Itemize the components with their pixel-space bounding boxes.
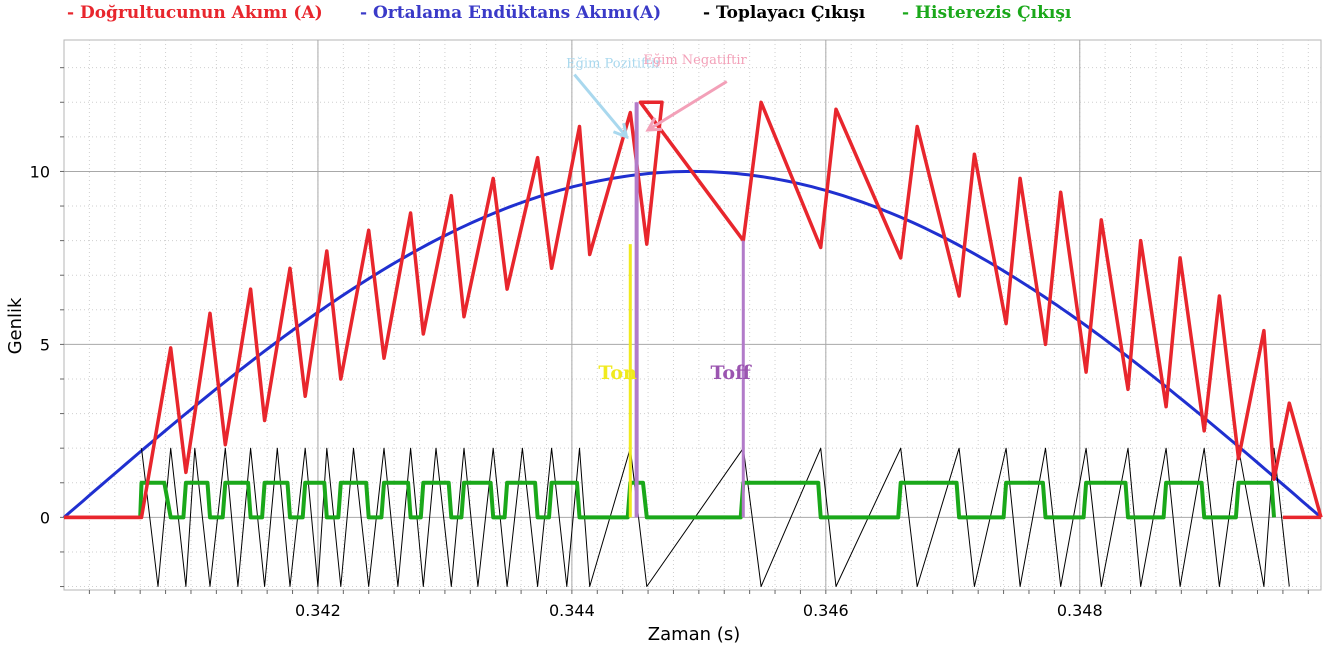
y-tick-label: 5: [40, 335, 50, 354]
y-axis-title: Genlik: [5, 297, 26, 354]
arrow-slope-positive-shaft: [573, 73, 628, 138]
label-slope-positive: Eğim Pozitiftir: [566, 57, 662, 72]
x-tick-label: 0.344: [549, 601, 595, 620]
label-ton: Ton: [598, 362, 637, 384]
y-tick-label: 10: [30, 162, 50, 181]
label-toff: Toff: [710, 362, 752, 384]
series-rectifier-current: [64, 100, 1323, 520]
x-axis-title: Zaman (s): [648, 624, 740, 645]
legend-item-adder-output: - Toplayacı Çıkışı: [703, 3, 866, 23]
y-tick-label: 0: [40, 508, 50, 527]
plot-frame: [63, 39, 1322, 591]
arrow-slope-negative-head: [645, 117, 663, 132]
arrow-slope-positive-head: [612, 122, 629, 140]
x-tick-label: 0.346: [803, 601, 849, 620]
legend: - Doğrultucunun Akımı (A) - Ortalama End…: [0, 3, 1323, 29]
legend-item-avg-inductor-current: - Ortalama Endüktans Akımı(A): [360, 3, 662, 23]
legend-item-rectifier-current: - Doğrultucunun Akımı (A): [67, 3, 323, 23]
x-tick-label: 0.348: [1057, 601, 1103, 620]
series-hysteresis-output: [138, 480, 1276, 520]
axes: 0.342 0.344 0.346 0.348 0 5 10: [30, 67, 1309, 620]
label-slope-negative: Eğim Negatiftir: [643, 53, 747, 68]
arrow-slope-negative-shaft: [647, 80, 728, 132]
legend-item-hysteresis-output: - Histerezis Çıkışı: [902, 3, 1072, 23]
series-layer: [63, 100, 1323, 587]
x-tick-label: 0.342: [295, 601, 341, 620]
